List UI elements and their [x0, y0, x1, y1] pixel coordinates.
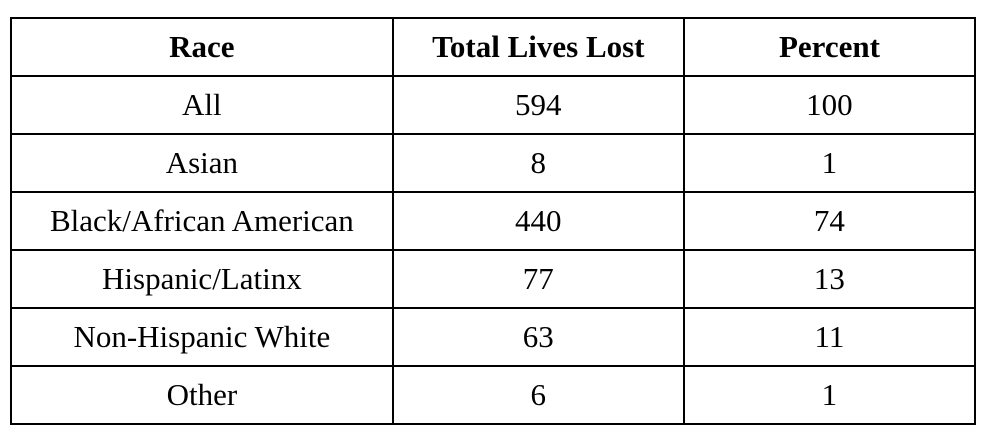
race-statistics-table: Race Total Lives Lost Percent All 594 10…: [10, 17, 977, 425]
cell-race: Non-Hispanic White: [10, 307, 394, 367]
column-header-total-lives-lost: Total Lives Lost: [391, 17, 685, 77]
cell-total-lives-lost: 77: [391, 249, 685, 309]
cell-race: Black/African American: [10, 191, 394, 251]
cell-percent: 13: [682, 249, 977, 309]
cell-total-lives-lost: 594: [391, 75, 685, 135]
table-row: All 594 100: [10, 75, 977, 135]
column-header-percent: Percent: [682, 17, 977, 77]
table-row: Black/African American 440 74: [10, 191, 977, 251]
cell-percent: 74: [682, 191, 977, 251]
cell-race: Asian: [10, 133, 394, 193]
table-row: Hispanic/Latinx 77 13: [10, 249, 977, 309]
cell-percent: 1: [682, 133, 977, 193]
column-header-race: Race: [10, 17, 394, 77]
cell-race: All: [10, 75, 394, 135]
cell-race: Other: [10, 365, 394, 425]
cell-total-lives-lost: 8: [391, 133, 685, 193]
table-row: Other 6 1: [10, 365, 977, 425]
cell-percent: 100: [682, 75, 977, 135]
cell-race: Hispanic/Latinx: [10, 249, 394, 309]
cell-total-lives-lost: 63: [391, 307, 685, 367]
cell-total-lives-lost: 6: [391, 365, 685, 425]
table-row: Asian 8 1: [10, 133, 977, 193]
cell-percent: 11: [682, 307, 977, 367]
table-header-row: Race Total Lives Lost Percent: [10, 17, 977, 77]
cell-total-lives-lost: 440: [391, 191, 685, 251]
table-row: Non-Hispanic White 63 11: [10, 307, 977, 367]
cell-percent: 1: [682, 365, 977, 425]
